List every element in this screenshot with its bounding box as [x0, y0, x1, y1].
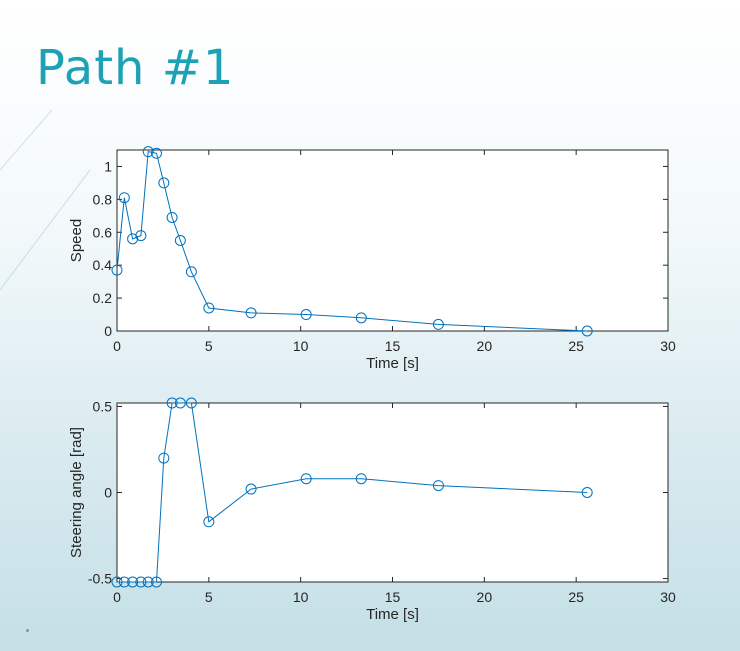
steering-xtick-label: 20	[477, 589, 493, 605]
steering-data-point	[185, 397, 197, 409]
steering-xtick-label: 25	[568, 589, 584, 605]
speed-xtick-label: 30	[660, 338, 676, 354]
steering-data-point	[203, 516, 215, 528]
steering-y-axis-label: Steering angle [rad]	[68, 427, 85, 558]
speed-data-point	[185, 266, 197, 278]
speed-ytick-label: 1	[104, 158, 112, 174]
speed-data-point	[432, 318, 444, 330]
steering-axes-box	[116, 402, 669, 583]
speed-xtick-label: 10	[293, 338, 309, 354]
steering-data-point	[142, 576, 154, 588]
steering-data-point	[127, 576, 139, 588]
steering-data-point	[355, 473, 367, 485]
speed-xtick-label: 15	[385, 338, 401, 354]
steering-ytick-label: -0.5	[88, 571, 112, 587]
steering-ytick-label: 0	[104, 485, 112, 501]
speed-ytick-label: 0.6	[93, 224, 113, 240]
speed-data-point	[355, 312, 367, 324]
steering-series-line	[117, 402, 588, 583]
steering-xtick-label: 30	[660, 589, 676, 605]
speed-data-point	[581, 325, 593, 337]
speed-data-point	[111, 264, 123, 276]
speed-ytick-label: 0.4	[93, 257, 113, 273]
speed-xtick-label: 25	[568, 338, 584, 354]
speed-ytick-label: 0.2	[93, 290, 113, 306]
speed-series-line	[116, 150, 588, 332]
speed-plot: 0 5 10 15 20 25 30 0 0.2 0.4 0.6 0.8 1 Time [s] Speed	[68, 146, 676, 372]
steering-x-axis-label: Time [s]	[366, 606, 419, 623]
steering-xtick-label: 0	[113, 589, 121, 605]
speed-xtick-label: 0	[113, 338, 121, 354]
speed-y-axis-label: Speed	[68, 219, 85, 262]
steering-data-point	[118, 576, 130, 588]
speed-x-axis-label: Time [s]	[366, 355, 419, 372]
speed-xtick-label: 5	[205, 338, 213, 354]
steering-data-point	[245, 483, 257, 495]
steering-xtick-label: 10	[293, 589, 309, 605]
steering-xtick-label: 15	[385, 589, 401, 605]
slide-marker-dot	[26, 629, 29, 632]
speed-data-point	[174, 235, 186, 246]
steering-data-point	[111, 576, 123, 588]
speed-data-point	[142, 146, 154, 158]
steering-data-point	[581, 487, 593, 498]
slide-title: Path #1	[36, 40, 235, 96]
speed-data-point	[135, 230, 147, 242]
steering-data-point	[150, 576, 162, 588]
steering-data-point	[300, 473, 312, 485]
speed-data-point	[150, 147, 162, 159]
speed-data-point	[118, 192, 130, 204]
speed-ytick-label: 0	[104, 323, 112, 339]
steering-data-point	[158, 452, 170, 464]
speed-xtick-label: 20	[477, 338, 493, 354]
speed-ytick-label: 0.8	[93, 191, 113, 207]
steering-data-point	[432, 480, 444, 492]
speed-data-point	[166, 211, 178, 223]
steering-data-point	[174, 397, 186, 409]
decor-line-2	[0, 169, 91, 291]
steering-xtick-label: 5	[205, 589, 213, 605]
speed-axes-box	[116, 149, 669, 332]
speed-data-point	[245, 307, 257, 319]
speed-data-point	[203, 302, 215, 314]
speed-data-point	[158, 177, 170, 189]
speed-data-point	[300, 309, 312, 321]
steering-ytick-label: 0.5	[93, 398, 113, 414]
steering-data-point	[135, 576, 147, 588]
steering-data-point	[166, 397, 178, 409]
decor-line-1	[0, 109, 53, 171]
